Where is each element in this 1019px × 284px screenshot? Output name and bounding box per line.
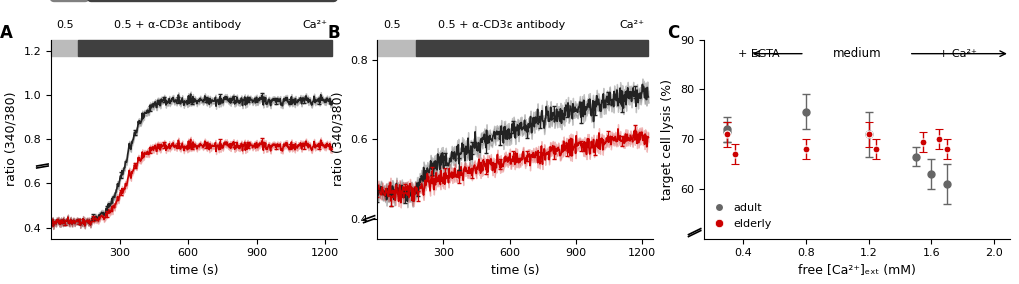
Bar [377, 40, 416, 56]
Text: Ca²⁺: Ca²⁺ [302, 20, 327, 30]
X-axis label: time (s): time (s) [490, 264, 539, 277]
Text: 0.5 + α-CD3ε antibody: 0.5 + α-CD3ε antibody [114, 20, 240, 30]
Text: C: C [666, 24, 679, 42]
Text: Ca²⁺: Ca²⁺ [620, 20, 644, 30]
Bar [416, 40, 648, 56]
Text: 0.5: 0.5 [57, 20, 74, 30]
Text: 0.5: 0.5 [382, 20, 400, 30]
X-axis label: time (s): time (s) [169, 264, 218, 277]
Y-axis label: ratio (340/380): ratio (340/380) [5, 92, 18, 186]
Text: medium: medium [832, 47, 880, 60]
X-axis label: free [Ca²⁺]ₑₓₜ (mM): free [Ca²⁺]ₑₓₜ (mM) [797, 264, 915, 277]
Y-axis label: ratio (340/380): ratio (340/380) [331, 92, 344, 186]
Text: + EGTA: + EGTA [738, 49, 779, 59]
Text: + Ca²⁺: + Ca²⁺ [937, 49, 976, 59]
Text: A: A [0, 24, 12, 42]
Text: 0.5 + α-CD3ε antibody: 0.5 + α-CD3ε antibody [437, 20, 565, 30]
Y-axis label: target cell lysis (%): target cell lysis (%) [660, 79, 674, 200]
Bar [51, 40, 78, 56]
Legend: adult, elderly: adult, elderly [708, 199, 775, 233]
Bar [78, 40, 332, 56]
Text: B: B [327, 24, 340, 42]
